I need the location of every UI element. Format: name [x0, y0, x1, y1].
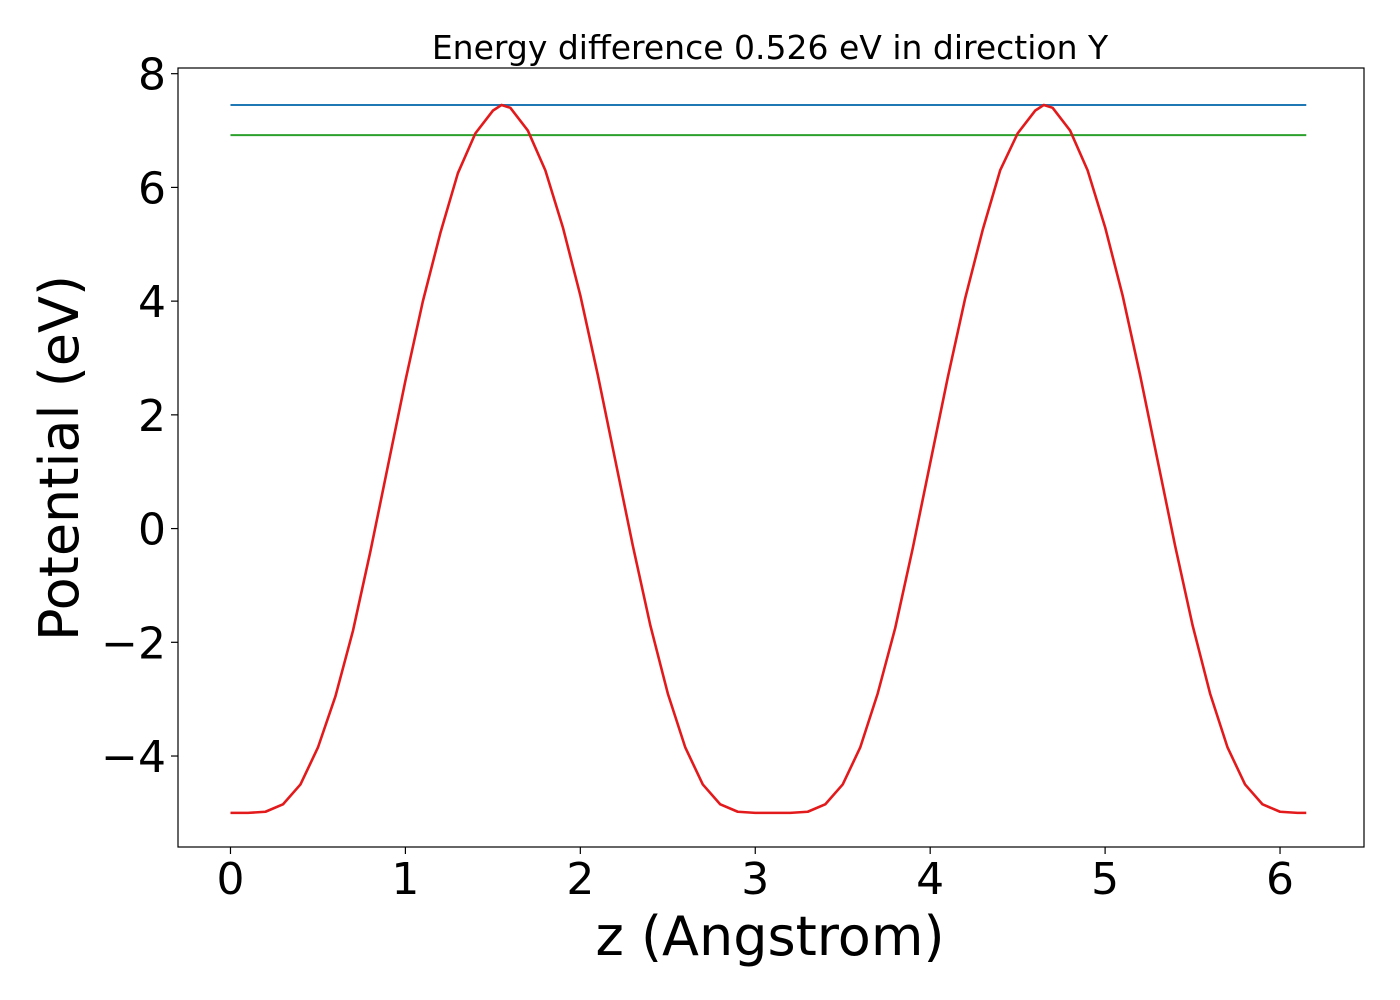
x-tick-label: 1: [391, 854, 419, 905]
y-tick-label: −2: [101, 618, 166, 669]
y-tick-label: 8: [138, 50, 166, 101]
x-tick-label: 6: [1266, 854, 1294, 905]
x-tick-label: 0: [216, 854, 244, 905]
x-tick-label: 4: [916, 854, 944, 905]
y-tick-label: 6: [138, 163, 166, 214]
y-tick-label: −4: [101, 732, 166, 783]
y-tick-label: 2: [138, 391, 166, 442]
x-tick-label: 3: [741, 854, 769, 905]
plot-frame: [177, 67, 1365, 848]
x-tick-label: 5: [1091, 854, 1119, 905]
series-layer: [230, 103, 1307, 815]
y-axis: −4 −2 0 2 4 6 8: [101, 50, 178, 783]
chart-title: Energy difference 0.526 eV in direction …: [432, 28, 1109, 67]
x-axis: 0 1 2 3 4 5 6: [216, 847, 1294, 905]
y-tick-label: 0: [138, 505, 166, 556]
x-tick-label: 2: [566, 854, 594, 905]
series-line-potential: [230, 103, 1307, 815]
y-tick-label: 4: [138, 277, 166, 328]
x-axis-label: z (Angstrom): [595, 905, 944, 968]
y-axis-label: Potential (eV): [28, 275, 91, 641]
